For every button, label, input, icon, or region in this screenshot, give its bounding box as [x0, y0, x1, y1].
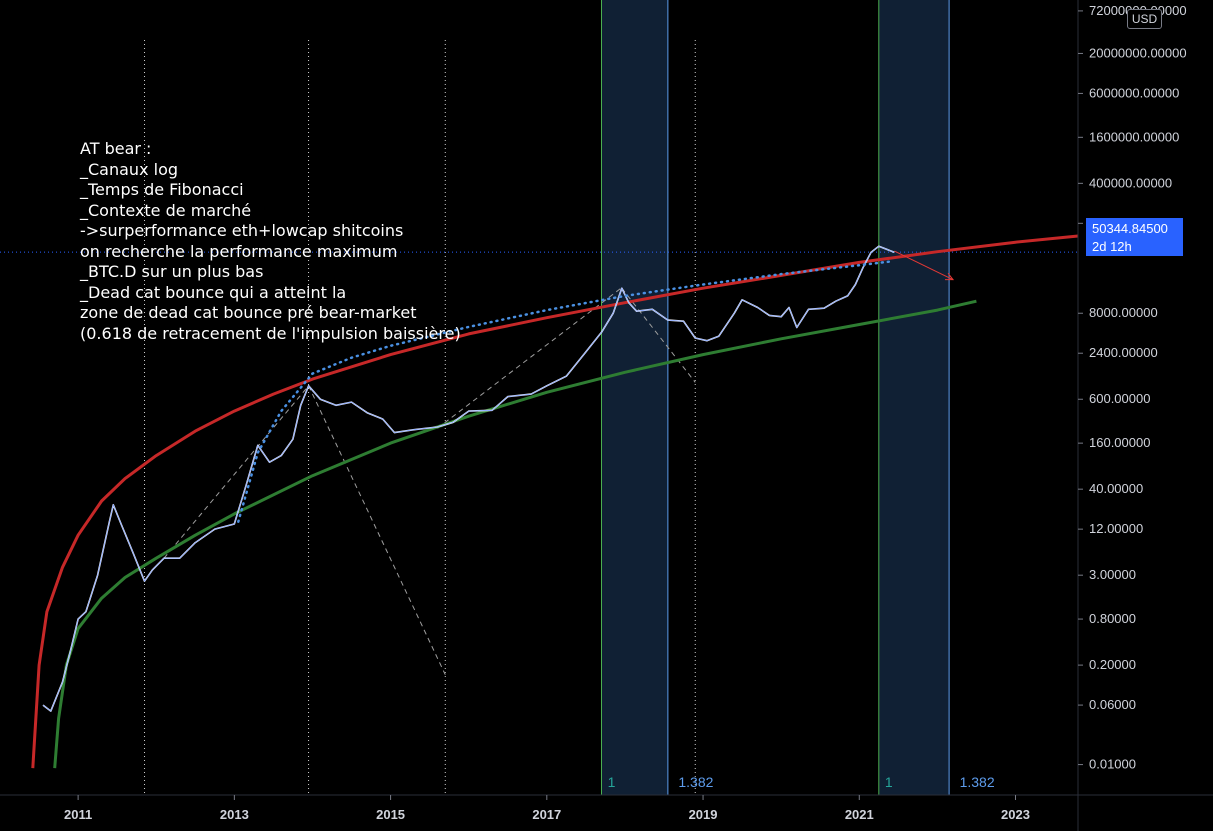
- x-tick-label: 2011: [64, 807, 92, 822]
- dashed-trendline: [163, 385, 309, 559]
- y-tick-label: 2400.00000: [1089, 345, 1158, 360]
- last-price-tag: 50344.84500 2d 12h: [1086, 218, 1183, 256]
- fib-labels: 1 1.382 1 1.382: [608, 774, 995, 790]
- y-tick-label: 160.00000: [1089, 435, 1150, 450]
- fib-label: 1.382: [960, 774, 995, 790]
- dashed-trendline: [621, 287, 696, 383]
- note-line: (0.618 de retracement de l'impulsion bai…: [80, 323, 461, 343]
- dashed-trendlines: [163, 287, 696, 675]
- red-arrow-head: [945, 273, 955, 281]
- fib-label: 1: [885, 774, 893, 790]
- note-line: _Canaux log: [80, 159, 179, 179]
- red-arrow-shaft: [894, 250, 954, 281]
- y-tick-label: 400000.00000: [1089, 175, 1172, 190]
- x-tick-label: 2023: [1001, 807, 1030, 822]
- y-tick-label: 0.80000: [1089, 611, 1136, 626]
- y-tick-label: 6000000.00000: [1089, 85, 1179, 100]
- x-tick-label: 2017: [532, 807, 561, 822]
- y-tick-label: 0.01000: [1089, 757, 1136, 772]
- y-tick-label: 12.00000: [1089, 521, 1143, 536]
- note-line: _Contexte de marché: [80, 200, 252, 220]
- dashed-trendline: [437, 287, 622, 429]
- price-series: [42, 245, 895, 712]
- y-tick-label: 0.06000: [1089, 697, 1136, 712]
- y-tick-label: 40.00000: [1089, 481, 1143, 496]
- bar-countdown: 2d 12h: [1092, 239, 1132, 254]
- note-line: ->surperformance eth+lowcap shitcoins: [80, 221, 404, 240]
- x-tick-label: 2015: [376, 807, 405, 822]
- fib-label: 1: [608, 774, 616, 790]
- x-tick-label: 2013: [220, 807, 249, 822]
- last-price-value: 50344.84500: [1092, 221, 1168, 236]
- currency-selector[interactable]: USD: [1127, 9, 1162, 29]
- y-tick-label: 0.20000: [1089, 657, 1136, 672]
- y-tick-label: 600.00000: [1089, 391, 1150, 406]
- dotted-curve: [237, 260, 892, 523]
- y-tick-label: 1600000.00000: [1089, 129, 1179, 144]
- analysis-note: AT bear : _Canaux log _Temps de Fibonacci _…: [80, 139, 461, 344]
- y-tick-label: 8000.00000: [1089, 305, 1158, 320]
- fib-zone-1: [601, 0, 668, 795]
- x-tick-label: 2021: [845, 807, 874, 822]
- fib-time-zones: [600, 0, 950, 795]
- green-log-channel: [53, 299, 977, 769]
- note-line: AT bear :: [80, 139, 152, 158]
- red-log-channel: [31, 234, 1079, 769]
- projection-arrow: [894, 250, 955, 281]
- fib-label: 1.382: [678, 774, 713, 790]
- fib-zone-2: [878, 0, 950, 795]
- note-line: _Temps de Fibonacci: [80, 180, 244, 199]
- log-channels: [31, 234, 1079, 769]
- btc-price-shadow: [42, 245, 895, 712]
- x-tick-label: 2019: [689, 807, 718, 822]
- note-line: _BTC.D sur un plus bas: [80, 262, 264, 281]
- note-line: _Dead cat bounce qui a atteint la: [80, 282, 347, 302]
- note-line: zone de dead cat bounce pré bear-market: [80, 303, 417, 322]
- y-tick-label: 20000000.00000: [1089, 45, 1187, 60]
- note-line: on recherche la performance maximum: [80, 241, 398, 261]
- dotted-projection-curve: [237, 260, 892, 523]
- y-tick-label: 3.00000: [1089, 567, 1136, 582]
